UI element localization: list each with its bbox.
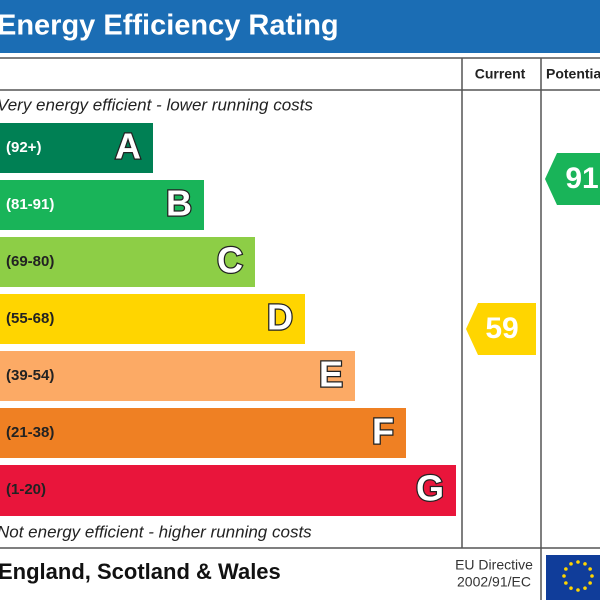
band-letter: G <box>416 468 444 509</box>
table-frame <box>0 57 600 600</box>
band-letter: E <box>319 354 343 395</box>
flag-star <box>588 581 592 585</box>
band-letter: F <box>372 411 394 452</box>
potential-arrow <box>545 153 600 205</box>
band-range: (55-68) <box>6 310 54 327</box>
band-range: (92+) <box>6 139 41 156</box>
band-bar <box>0 294 305 344</box>
band-bar <box>0 123 153 173</box>
flag-star <box>569 586 573 590</box>
flag-star <box>588 567 592 571</box>
column-header: Current <box>475 66 526 82</box>
band-range: (81-91) <box>6 196 54 213</box>
band-letter: C <box>217 240 243 281</box>
footer-region: England, Scotland & Wales <box>0 559 281 584</box>
band-bar <box>0 351 355 401</box>
title-bar <box>0 0 600 53</box>
flag-star <box>576 588 580 592</box>
bands: (92+) A (81-91) B (69-80) C (55-68) D (3… <box>0 123 456 516</box>
current-score: 59 <box>485 312 518 345</box>
flag-star <box>564 567 568 571</box>
flag-star <box>583 562 587 566</box>
column-header: Potential <box>546 66 600 82</box>
band-range: (1-20) <box>6 481 46 498</box>
title: Energy Efficiency Rating <box>0 10 339 42</box>
band-bar <box>0 237 255 287</box>
band-bar <box>0 465 456 516</box>
band-letter: D <box>267 297 293 338</box>
flag-star <box>562 574 566 578</box>
flag-star <box>583 586 587 590</box>
band-letter: B <box>166 183 192 224</box>
band-letter: A <box>115 126 141 167</box>
band-range: (69-80) <box>6 253 54 270</box>
potential-score: 91 <box>565 162 598 195</box>
band-range: (39-54) <box>6 367 54 384</box>
band-bar <box>0 180 204 230</box>
band-bar <box>0 408 406 458</box>
footer-directive: EU Directive <box>455 557 533 573</box>
flag-star <box>569 562 573 566</box>
current-arrow <box>466 303 536 355</box>
flag-star <box>564 581 568 585</box>
flag-star <box>590 574 594 578</box>
bottom-note: Not energy efficient - higher running co… <box>0 522 312 541</box>
top-note: Very energy efficient - lower running co… <box>0 95 313 114</box>
footer-directive: 2002/91/EC <box>457 574 531 590</box>
eu-flag <box>546 555 600 600</box>
band-range: (21-38) <box>6 424 54 441</box>
flag-star <box>576 560 580 564</box>
